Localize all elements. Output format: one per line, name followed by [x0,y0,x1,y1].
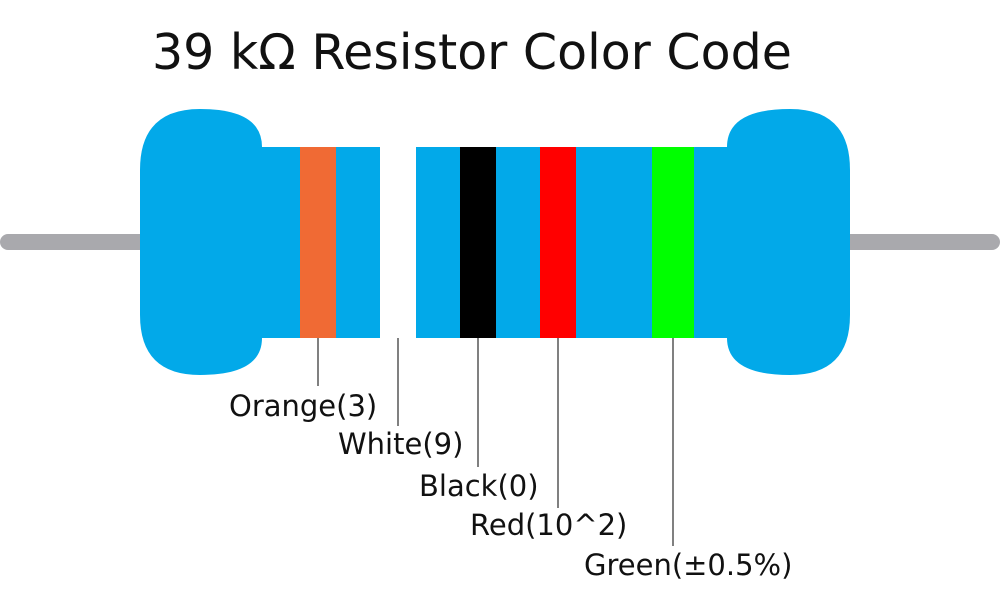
label-orange: Orange(3) [229,389,378,423]
band-black [460,147,496,338]
label-red: Red(10^2) [470,508,628,542]
band-red [540,147,576,338]
diagram-title: 39 kΩ Resistor Color Code [152,24,792,81]
label-black: Black(0) [419,469,539,503]
band-orange [300,147,336,338]
band-green [652,147,694,338]
band-white [380,147,416,338]
label-white: White(9) [338,427,464,461]
label-green: Green(±0.5%) [584,548,793,582]
